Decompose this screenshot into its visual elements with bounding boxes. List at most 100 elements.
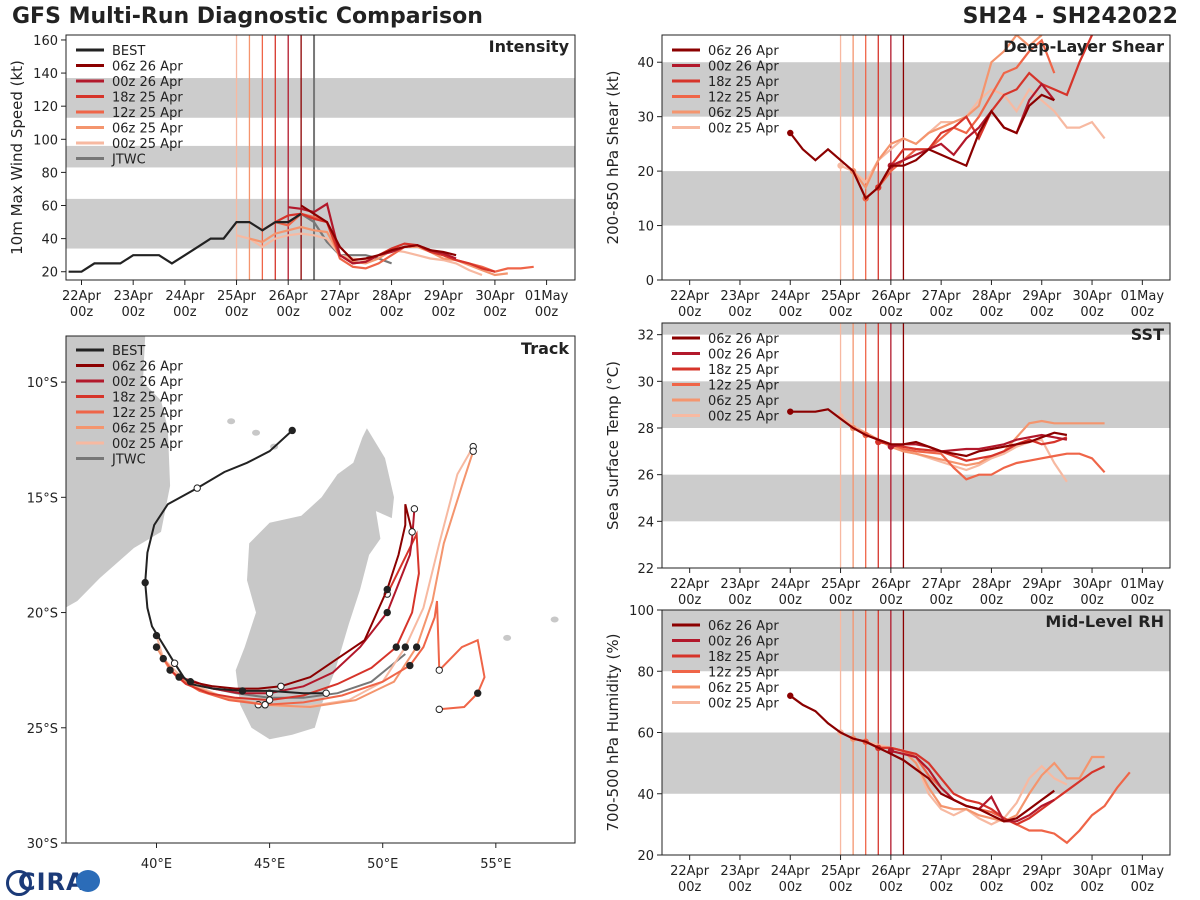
shear-series-line [877, 35, 1093, 188]
rh-xtick-label: 28Apr [972, 864, 1012, 879]
track-legend-label: 06z 26 Apr [112, 360, 183, 375]
sst-band [662, 474, 1170, 522]
shear-series-line [890, 82, 1056, 167]
sst-legend-label: 06z 25 Apr [708, 394, 779, 409]
intensity-xtick-sublabel: 00z [70, 305, 94, 320]
land-group [66, 336, 559, 740]
track-point [383, 608, 391, 617]
sst-init-point [787, 408, 794, 415]
sst-legend-label: 00z 25 Apr [708, 410, 779, 425]
rh-band [662, 610, 1170, 672]
rh-series-line [865, 740, 1131, 845]
sst-ylabel: Sea Surface Temp (°C) [604, 361, 622, 530]
intensity-frame [65, 34, 576, 281]
track-line [190, 503, 414, 690]
rh-xtick-sublabel: 00z [829, 880, 853, 895]
intensity-band [66, 145, 575, 168]
intensity-ytick-label: 40 [41, 233, 58, 248]
intensity-xtick-label: 29Apr [424, 289, 464, 304]
track-point [277, 682, 285, 690]
sst-xtick-label: 27Apr [922, 577, 962, 592]
shear-xtick-sublabel: 00z [929, 305, 953, 320]
intensity-xtick-sublabel: 00z [277, 305, 301, 320]
track-point [265, 696, 274, 704]
track-point [412, 643, 421, 651]
intensity-legend-label: JTWC [111, 153, 146, 168]
intensity-xtick-sublabel: 00z [328, 305, 352, 320]
sst-xtick-sublabel: 00z [1030, 593, 1054, 608]
sst-ytick-label: 22 [637, 562, 654, 577]
track-line [169, 530, 420, 702]
logo-ring-icon [6, 870, 32, 896]
intensity-xtick-label: 25Apr [217, 289, 257, 304]
shear-ytick-label: 20 [637, 165, 654, 180]
rh-xtick-label: 01May [1121, 864, 1165, 879]
track-point [170, 659, 179, 667]
shear-ytick-label: 0 [646, 274, 654, 289]
shear-xtick-label: 23Apr [720, 289, 760, 304]
intensity-ytick-label: 120 [33, 100, 58, 115]
track-title: Track [521, 339, 569, 358]
sst-xtick-label: 23Apr [720, 577, 760, 592]
rh-xtick-label: 24Apr [771, 864, 811, 879]
track-point [469, 447, 477, 455]
track-xtick-label: 45°E [254, 857, 285, 872]
cira-logo: CIRA [4, 866, 108, 898]
intensity-xtick-sublabel: 00z [380, 305, 404, 320]
shear-init-point [837, 162, 844, 169]
shear-xtick-label: 28Apr [972, 289, 1012, 304]
sst-xtick-label: 25Apr [821, 577, 861, 592]
sst-ytick-label: 24 [637, 515, 654, 530]
track-legend-label: 06z 25 Apr [112, 422, 183, 437]
rh-xtick-sublabel: 00z [929, 880, 953, 895]
rh-series-line [878, 746, 1106, 826]
shear-init-point [787, 129, 794, 137]
track-legend-label: BEST [112, 344, 145, 359]
intensity-legend-label: BEST [112, 44, 145, 59]
shear-legend-label: 00z 26 Apr [708, 60, 779, 75]
logo-swirl-icon [76, 870, 100, 892]
intensity-ytick-label: 60 [41, 200, 58, 215]
sst-ytick-label: 28 [637, 422, 654, 437]
rh-xtick-sublabel: 00z [1080, 880, 1104, 895]
track-ytick-label: 15°S [27, 491, 58, 506]
rh-legend-label: 06z 25 Apr [708, 681, 779, 696]
rh-legend-label: 00z 26 Apr [708, 635, 779, 650]
shear-legend-label: 18z 25 Apr [708, 75, 779, 90]
rh-ytick-label: 80 [637, 665, 654, 680]
intensity-band [66, 198, 575, 249]
shear-xtick-sublabel: 00z [1030, 305, 1054, 320]
sst-series-line [878, 436, 1068, 462]
track-point [406, 661, 414, 670]
sst-xtick-sublabel: 00z [779, 593, 803, 608]
rh-xtick-sublabel: 00z [728, 880, 752, 895]
rh-xtick-sublabel: 00z [779, 880, 803, 895]
rh-xtick-label: 29Apr [1022, 864, 1062, 879]
intensity-xtick-label: 23Apr [114, 289, 154, 304]
intensity-xtick-label: 01May [525, 289, 569, 304]
intensity-legend-label: 06z 26 Apr [112, 60, 183, 75]
island [503, 634, 512, 641]
rh-panel: 2040608010022Apr00z23Apr00z24Apr00z25Apr… [604, 604, 1171, 895]
track-legend-label: 00z 25 Apr [112, 437, 183, 452]
rh-legend-label: 00z 25 Apr [708, 697, 779, 712]
track-point [141, 578, 149, 587]
rh-xtick-sublabel: 00z [678, 880, 702, 895]
track-point [238, 687, 247, 695]
sst-xtick-sublabel: 00z [980, 593, 1004, 608]
shear-xtick-sublabel: 00z [1080, 305, 1104, 320]
shear-xtick-label: 25Apr [821, 289, 861, 304]
sst-frame [661, 322, 1171, 569]
sst-panel: 22242628303222Apr00z23Apr00z24Apr00z25Ap… [604, 322, 1171, 608]
rh-ytick-label: 60 [637, 727, 654, 742]
intensity-ylabel: 10m Max Wind Speed (kt) [8, 60, 26, 255]
sst-series-line [865, 433, 1106, 481]
sst-xtick-sublabel: 00z [929, 593, 953, 608]
sst-xtick-label: 22Apr [670, 577, 710, 592]
track-panel: 40°E 45°E 50°E 55°E 10°S 15°S 20°S 25°S 30°S Trac… [27, 335, 576, 872]
track-point [159, 654, 167, 663]
intensity-xtick-label: 22Apr [62, 289, 102, 304]
intensity-xtick-sublabel: 00z [483, 305, 507, 320]
track-xtick-label: 55°E [480, 857, 511, 872]
